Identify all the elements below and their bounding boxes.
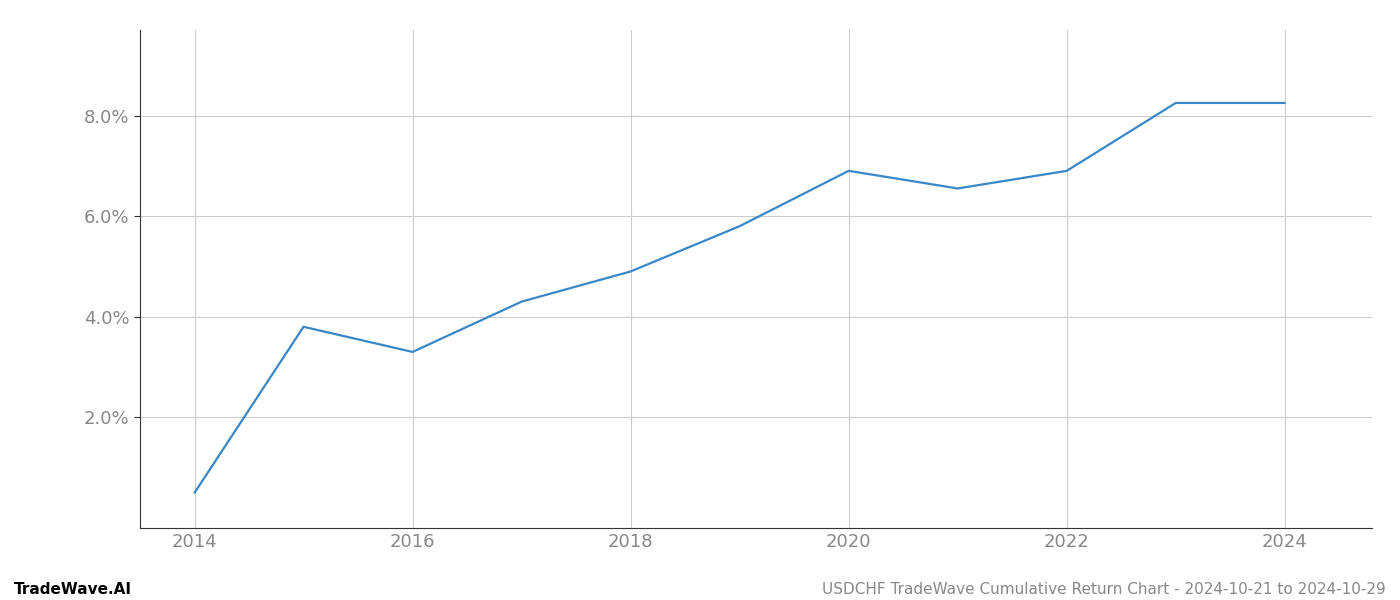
Text: TradeWave.AI: TradeWave.AI (14, 582, 132, 597)
Text: USDCHF TradeWave Cumulative Return Chart - 2024-10-21 to 2024-10-29: USDCHF TradeWave Cumulative Return Chart… (822, 582, 1386, 597)
